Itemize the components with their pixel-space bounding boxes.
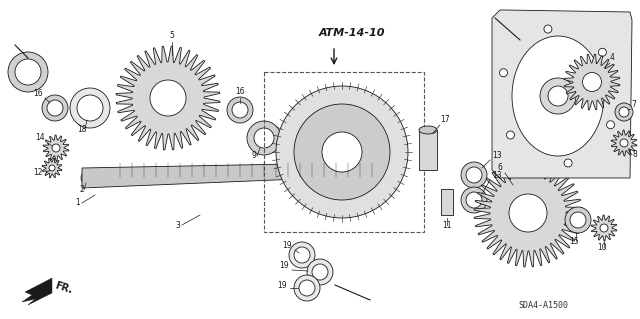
- Circle shape: [8, 52, 48, 92]
- Circle shape: [548, 86, 568, 106]
- Circle shape: [227, 97, 253, 123]
- Circle shape: [15, 59, 41, 85]
- Bar: [419, 130, 437, 170]
- Bar: [264, 72, 424, 232]
- Circle shape: [299, 280, 315, 296]
- Circle shape: [564, 159, 572, 167]
- Circle shape: [570, 212, 586, 228]
- Text: 10: 10: [597, 243, 607, 252]
- Text: 14: 14: [35, 133, 45, 142]
- Polygon shape: [474, 159, 582, 267]
- Text: 13: 13: [492, 171, 502, 180]
- Circle shape: [466, 167, 482, 183]
- Text: SDA4-A1500: SDA4-A1500: [518, 301, 568, 310]
- Text: 16: 16: [235, 87, 245, 96]
- Polygon shape: [591, 215, 617, 241]
- Text: 11: 11: [442, 221, 452, 230]
- Text: 9: 9: [252, 151, 257, 160]
- Polygon shape: [564, 54, 620, 110]
- Text: 19: 19: [277, 281, 287, 290]
- Circle shape: [600, 224, 608, 232]
- Text: 18: 18: [77, 125, 87, 134]
- Circle shape: [47, 100, 63, 116]
- Circle shape: [506, 131, 515, 139]
- Text: 5: 5: [170, 31, 175, 40]
- Text: 19: 19: [279, 261, 289, 270]
- Circle shape: [232, 102, 248, 118]
- Text: 8: 8: [632, 150, 637, 159]
- Circle shape: [52, 144, 60, 152]
- Text: 13: 13: [492, 151, 502, 160]
- Polygon shape: [116, 46, 220, 150]
- Text: 6: 6: [497, 163, 502, 172]
- Circle shape: [150, 80, 186, 116]
- Polygon shape: [22, 278, 52, 305]
- Circle shape: [289, 242, 315, 268]
- Text: 16: 16: [33, 89, 43, 98]
- Polygon shape: [42, 158, 62, 178]
- Circle shape: [294, 104, 390, 200]
- Text: 2: 2: [79, 185, 84, 194]
- Circle shape: [81, 171, 95, 185]
- Circle shape: [607, 121, 614, 129]
- Circle shape: [461, 162, 487, 188]
- Text: 19: 19: [282, 241, 292, 250]
- Circle shape: [322, 132, 362, 172]
- Circle shape: [42, 95, 68, 121]
- Circle shape: [276, 86, 408, 218]
- Circle shape: [499, 69, 508, 77]
- Circle shape: [294, 247, 310, 263]
- Text: ATM-14-10: ATM-14-10: [319, 28, 385, 38]
- Circle shape: [615, 103, 633, 121]
- Circle shape: [77, 95, 103, 121]
- Circle shape: [84, 174, 92, 182]
- Text: 12: 12: [33, 168, 43, 177]
- Polygon shape: [43, 135, 69, 161]
- Ellipse shape: [419, 126, 437, 134]
- Text: 1: 1: [76, 198, 81, 207]
- Circle shape: [307, 259, 333, 285]
- Circle shape: [247, 121, 281, 155]
- Circle shape: [49, 165, 55, 171]
- Circle shape: [582, 72, 602, 92]
- Circle shape: [619, 107, 629, 117]
- Text: 15: 15: [569, 237, 579, 246]
- Circle shape: [544, 25, 552, 33]
- Circle shape: [312, 264, 328, 280]
- Polygon shape: [611, 130, 637, 156]
- Circle shape: [70, 88, 110, 128]
- Circle shape: [598, 48, 607, 56]
- Circle shape: [620, 139, 628, 147]
- Circle shape: [461, 187, 487, 213]
- Text: 4: 4: [609, 53, 614, 62]
- Circle shape: [294, 275, 320, 301]
- Text: 17: 17: [440, 115, 450, 124]
- Text: 7: 7: [632, 100, 636, 109]
- Text: FR.: FR.: [54, 280, 74, 295]
- Text: 3: 3: [175, 221, 180, 230]
- Polygon shape: [492, 10, 632, 178]
- Ellipse shape: [512, 36, 604, 156]
- Polygon shape: [82, 162, 395, 188]
- Circle shape: [565, 207, 591, 233]
- Bar: [441, 189, 453, 215]
- Circle shape: [254, 128, 274, 148]
- Circle shape: [540, 78, 576, 114]
- Circle shape: [509, 194, 547, 232]
- Circle shape: [466, 192, 482, 208]
